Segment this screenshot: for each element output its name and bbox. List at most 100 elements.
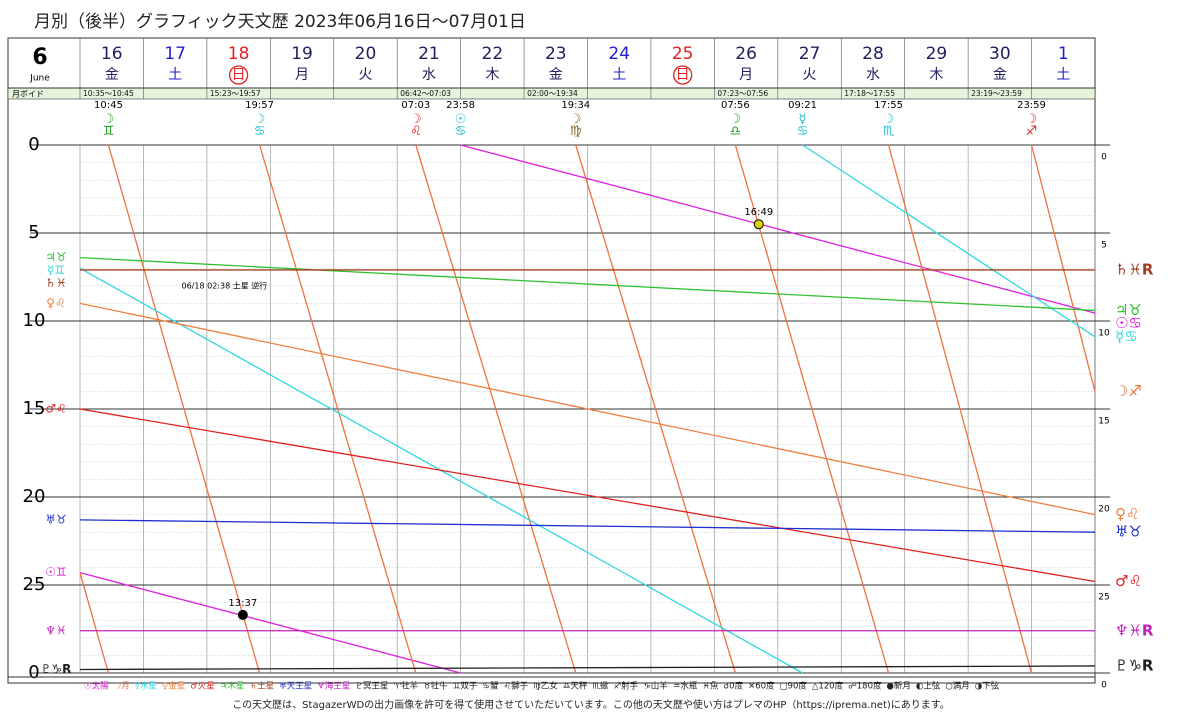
right-label: ☽♐ <box>1115 382 1142 400</box>
void-time: 07:23～07:56 <box>717 89 768 98</box>
day-number: 19 <box>291 44 313 64</box>
right-label: ♂♌ <box>1115 572 1142 590</box>
legend-entry: ◑下弦 <box>975 681 1000 692</box>
legend-entry: ☍180度 <box>848 681 882 692</box>
ingress-time: 07:03 <box>401 100 430 111</box>
legend-entry: ●新月 <box>887 681 911 692</box>
ingress-glyph: ☽♋ <box>252 112 267 136</box>
y-tick-label: 15 <box>23 398 46 419</box>
void-time: 10:35～10:45 <box>83 89 134 98</box>
holiday-circle <box>673 65 693 85</box>
y-tick-label: 10 <box>23 310 46 331</box>
ingress-glyph: ☉♋ <box>453 112 468 136</box>
day-number: 20 <box>355 44 377 64</box>
day-number: 23 <box>545 44 567 64</box>
legend-entry: □90度 <box>780 681 808 692</box>
day-number: 27 <box>799 44 821 64</box>
weekday: 木 <box>929 67 943 83</box>
left-label: ♂♌ <box>45 402 67 416</box>
legend-entry: ♒水瓶 <box>673 681 698 692</box>
ingress-time: 17:55 <box>874 100 903 111</box>
left-label: ☉♊ <box>45 565 67 579</box>
legend-entry: ○満月 <box>945 682 969 692</box>
series-line <box>79 144 1096 674</box>
legend-entry: ♍乙女 <box>533 681 558 692</box>
left-label: ♇♑R <box>41 662 72 676</box>
series-line <box>79 519 1096 533</box>
weekday: 金 <box>549 67 563 83</box>
ingress-glyph: ☽♌ <box>408 112 423 136</box>
ingress-glyph: ☽♍ <box>568 112 583 138</box>
legend-entry: ♑山羊 <box>643 681 668 692</box>
weekday: 月 <box>739 67 753 83</box>
right-label: ♀♌ <box>1115 505 1139 523</box>
ingress-glyph: ☽♊ <box>101 112 116 136</box>
legend-entry: ♎天秤 <box>563 681 588 692</box>
ingress-time: 19:57 <box>245 100 274 111</box>
day-number: 17 <box>164 44 186 64</box>
ingress-time: 19:34 <box>561 100 590 111</box>
annotation: 06/18 02:38 土星 逆行 <box>182 280 268 290</box>
legend-entry: ♊双子 <box>453 682 478 692</box>
void-time: 23:19～23:59 <box>971 89 1022 98</box>
weekday: 日 <box>232 67 246 83</box>
void-label: 月ボイド <box>12 90 44 99</box>
y-tick-label: 5 <box>28 222 39 243</box>
ingress-glyph: ☽♐ <box>1024 112 1039 136</box>
legend-entry: ♅天王星 <box>279 682 312 692</box>
left-label: ♃♉ <box>45 250 67 264</box>
legend-entry: ♏蠍 <box>592 681 609 692</box>
moon-phase <box>237 609 248 620</box>
day-number: 21 <box>418 44 440 64</box>
void-time: 15:23～19:57 <box>210 89 261 98</box>
y2-tick-label: 25 <box>1098 593 1109 603</box>
ingress-time: 23:59 <box>1017 100 1046 111</box>
moon-phase-time: 16:49 <box>744 207 773 218</box>
y-tick-label: 25 <box>23 574 46 595</box>
weekday: 日 <box>676 67 690 83</box>
legend-entry: ♇冥王星 <box>355 682 388 692</box>
day-number: 28 <box>862 44 884 64</box>
y2-tick-label: 10 <box>1098 329 1110 339</box>
legend-entry: ✕60度 <box>748 681 775 692</box>
weekday: 金 <box>105 67 119 83</box>
series-line <box>79 302 1096 516</box>
series-line <box>79 665 1096 671</box>
title: 月別（後半）グラフィック天文歴 2023年06月16日～07月01日 <box>34 12 526 32</box>
day-number: 1 <box>1058 44 1069 64</box>
legend-entry: ♌獅子 <box>503 681 528 692</box>
legend-entry: △120度 <box>812 681 844 692</box>
legend-entry: ♂火星 <box>190 682 215 692</box>
weekday: 水 <box>866 67 880 83</box>
frame <box>7 37 1096 684</box>
month: 6 <box>32 45 47 70</box>
left-label: ☿♊ <box>47 263 65 277</box>
weekday: 火 <box>358 67 372 83</box>
holiday-circle <box>228 65 249 85</box>
right-label: ♇♑R <box>1115 656 1154 674</box>
day-number: 22 <box>482 44 504 64</box>
moon-phase-time: 13:37 <box>228 598 257 609</box>
ingress-time: 09:21 <box>788 100 817 111</box>
weekday: 火 <box>803 67 817 83</box>
y2-tick-label: 20 <box>1098 505 1110 515</box>
legend-entry: ♃木星 <box>220 681 245 692</box>
legend-entry: ☿水星 <box>135 681 157 692</box>
legend-entry: ♄土星 <box>249 681 274 692</box>
void-time: 17:18～17:55 <box>844 89 895 98</box>
y-tick-label: 0 <box>28 662 39 683</box>
right-label: ♃♉ <box>1115 301 1142 319</box>
weekday: 土 <box>168 67 182 83</box>
legend-entry: ♐射手 <box>613 681 638 692</box>
void-time: 02:00～19:34 <box>527 89 578 98</box>
left-label: ♀♌ <box>46 296 66 310</box>
legend-entry: ♆海王星 <box>317 681 350 692</box>
day-number: 30 <box>989 44 1011 64</box>
y2-tick-label: 0 <box>1101 153 1107 163</box>
right-label: ☿♋ <box>1115 327 1138 345</box>
left-label: ♄♓ <box>45 276 67 290</box>
left-label: ♆♓ <box>45 623 67 637</box>
footer: この天文歴は、StagazerWDの出力画像を許可を得て使用させていただいていま… <box>232 698 950 711</box>
